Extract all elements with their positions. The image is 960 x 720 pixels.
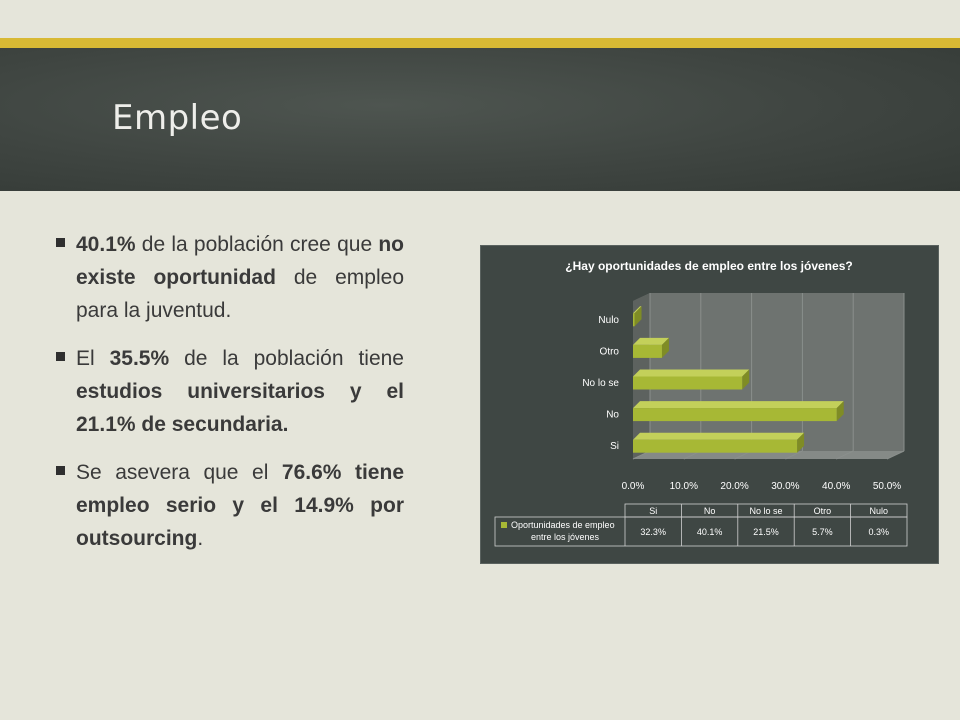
table-value-cell: 0.3% (869, 527, 890, 537)
bar-top (633, 432, 805, 440)
x-tick-label: 50.0% (873, 481, 901, 492)
gridline-floor (835, 450, 854, 460)
bullet-marker-icon (56, 238, 65, 247)
bullet-text-run: Se asevera que el (76, 461, 282, 484)
bar (633, 376, 743, 390)
plot-area: 0.0% 10.0% 20.0% 30.0% 40.0% 50.0% Si No No lo s… (582, 293, 905, 492)
table-value-cell: 5.7% (812, 527, 833, 537)
table-value-cell: 40.1% (697, 527, 723, 537)
bullet-marker-icon (56, 352, 65, 361)
legend-label-line1: Oportunidades de empleo (511, 520, 615, 530)
table-header-cell: No lo se (749, 506, 782, 516)
table-body-row (494, 516, 908, 547)
bar-top (633, 401, 844, 409)
bullet-text-run: de la población cree que (135, 233, 379, 256)
y-category-label: No lo se (582, 378, 619, 389)
data-table: Si 32.3% No 40.1% No lo se 21.5% Otro 5.7% Nulo 0… (494, 503, 908, 547)
legend-label-line2: entre los jóvenes (531, 532, 600, 542)
bullet-marker-icon (56, 466, 65, 475)
x-tick-label: 10.0% (670, 481, 698, 492)
gridline-floor (886, 450, 905, 460)
bar-side (836, 401, 844, 422)
bullet-text-run: 40.1% (76, 233, 136, 256)
bar-top (633, 369, 750, 377)
y-category-label: Otro (600, 346, 620, 357)
plot-floor (633, 451, 904, 459)
legend-swatch (501, 522, 507, 528)
bullet-text-run: 35.5% (109, 347, 170, 370)
y-category-label: Si (610, 441, 619, 452)
bar-chart: ¿Hay oportunidades de empleo entre los j… (494, 259, 908, 547)
y-category-label: No (606, 410, 619, 421)
x-tick-label: 0.0% (622, 481, 645, 492)
bar (633, 439, 798, 453)
chart-panel: ¿Hay oportunidades de empleo entre los j… (480, 245, 939, 564)
bullet-text: Se asevera que el 76.6% tiene empleo ser… (76, 461, 404, 550)
y-category-label: Nulo (598, 315, 619, 326)
bar-side (634, 306, 642, 327)
bar-top (633, 337, 669, 345)
bullet-text: 40.1% de la población cree que no existe… (76, 233, 404, 322)
bar (633, 344, 662, 358)
x-tick-label: 30.0% (771, 481, 799, 492)
chart-title: ¿Hay oportunidades de empleo entre los j… (565, 259, 852, 273)
bullet-text-run: 76.6% tiene empleo serio y el 14.9% por … (76, 461, 404, 550)
bullet-list: 40.1% de la población cree que no existe… (52, 228, 404, 570)
bullet-text-run: . (197, 527, 204, 550)
bullet-item: Se asevera que el 76.6% tiene empleo ser… (52, 456, 404, 555)
bullet-item: 40.1% de la población cree que no existe… (52, 228, 404, 327)
accent-bar (0, 38, 960, 48)
bullet-item: El 35.5% de la población tiene estudios … (52, 342, 404, 441)
bar-top (633, 306, 642, 314)
bullet-text: El 35.5% de la población tiene estudios … (76, 347, 404, 436)
slide-title: Empleo (112, 98, 243, 138)
bar-side (661, 337, 669, 358)
table-value-cell: 21.5% (753, 527, 779, 537)
bar (633, 408, 837, 422)
bullet-text-run: de la población tiene (169, 347, 404, 370)
bar (633, 313, 635, 327)
bullet-text-run: El (76, 347, 110, 370)
bar-side (742, 369, 750, 390)
gridline-floor (785, 450, 803, 460)
bullet-text-run: de empleo para la juventud. (76, 266, 404, 322)
table-header-cell: Otro (814, 506, 832, 516)
bar-side (797, 432, 805, 453)
table-value-cell: 32.3% (640, 527, 666, 537)
x-tick-label: 40.0% (822, 481, 850, 492)
header-band (0, 48, 960, 191)
table-header-cell: No (704, 506, 716, 516)
bullet-text-run: estudios universitarios y el 21.1% de se… (76, 380, 404, 436)
bullet-text-run: no existe oportunidad (76, 233, 404, 289)
table-header-cell: Nulo (870, 506, 889, 516)
x-tick-label: 20.0% (720, 481, 748, 492)
table-header-cell: Si (649, 506, 657, 516)
